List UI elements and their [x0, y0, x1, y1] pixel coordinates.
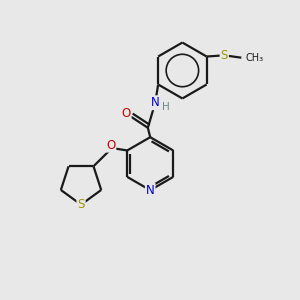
- Text: H: H: [162, 102, 170, 112]
- Text: S: S: [220, 49, 228, 62]
- Text: N: N: [151, 96, 160, 109]
- Text: N: N: [146, 184, 154, 197]
- Text: O: O: [106, 139, 116, 152]
- Text: O: O: [122, 106, 131, 119]
- Text: S: S: [77, 198, 85, 211]
- Text: CH₃: CH₃: [245, 53, 264, 63]
